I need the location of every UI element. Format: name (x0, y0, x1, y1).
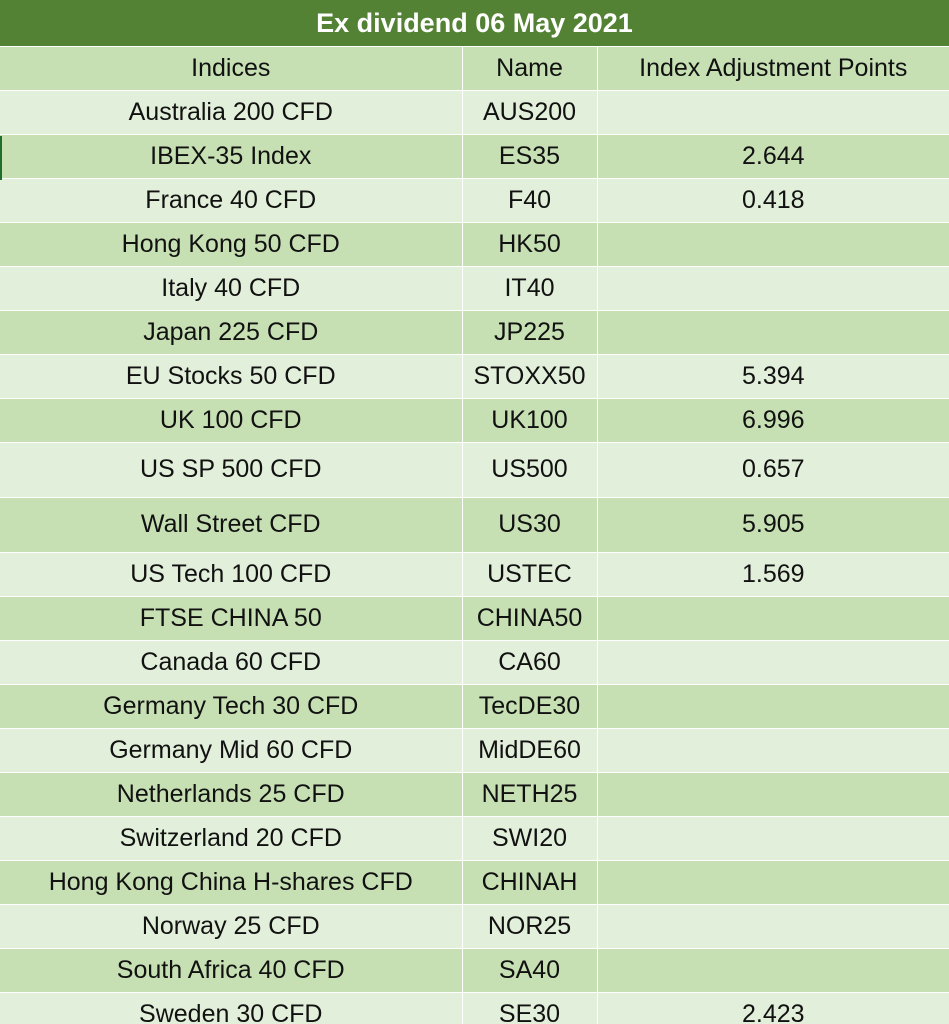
cell-index[interactable]: Wall Street CFD (0, 497, 463, 553)
cell-index[interactable]: Hong Kong China H-shares CFD (0, 860, 463, 905)
cell-index[interactable]: EU Stocks 50 CFD (0, 354, 463, 399)
cell-adjustment-points[interactable]: 5.905 (597, 497, 949, 553)
cell-adjustment-points[interactable] (597, 266, 949, 311)
cell-name[interactable]: SWI20 (462, 816, 598, 861)
column-header-name[interactable]: Name (462, 47, 598, 91)
cell-adjustment-points[interactable] (597, 640, 949, 685)
cell-name[interactable]: NETH25 (462, 772, 598, 817)
table-row: FTSE CHINA 50 CHINA50 (0, 596, 949, 641)
cell-adjustment-points[interactable]: 6.996 (597, 398, 949, 443)
cell-index[interactable]: Italy 40 CFD (0, 266, 463, 311)
cell-index[interactable]: South Africa 40 CFD (0, 948, 463, 993)
cell-index[interactable]: FTSE CHINA 50 (0, 596, 463, 641)
cell-index[interactable]: Sweden 30 CFD (0, 992, 463, 1024)
cell-name[interactable]: AUS200 (462, 90, 598, 135)
cell-index[interactable]: Australia 200 CFD (0, 90, 463, 135)
table-row: EU Stocks 50 CFD STOXX50 5.394 (0, 354, 949, 399)
cell-adjustment-points[interactable]: 0.657 (597, 442, 949, 498)
cell-name[interactable]: SA40 (462, 948, 598, 993)
header-row: Indices Name Index Adjustment Points (0, 47, 949, 91)
cell-name[interactable]: F40 (462, 178, 598, 223)
cell-adjustment-points[interactable] (597, 904, 949, 949)
cell-name[interactable]: US500 (462, 442, 598, 498)
table-row: Italy 40 CFD IT40 (0, 266, 949, 311)
table-row: US Tech 100 CFD USTEC 1.569 (0, 552, 949, 597)
cell-index[interactable]: Germany Mid 60 CFD (0, 728, 463, 773)
cell-index[interactable]: Norway 25 CFD (0, 904, 463, 949)
cell-name[interactable]: SE30 (462, 992, 598, 1024)
table-row: Hong Kong 50 CFD HK50 (0, 222, 949, 267)
cell-name[interactable]: CHINA50 (462, 596, 598, 641)
cell-index[interactable]: Japan 225 CFD (0, 310, 463, 355)
cell-adjustment-points[interactable] (597, 596, 949, 641)
cell-index[interactable]: Hong Kong 50 CFD (0, 222, 463, 267)
cell-index[interactable]: Switzerland 20 CFD (0, 816, 463, 861)
cell-adjustment-points[interactable] (597, 728, 949, 773)
table-row: Wall Street CFD US30 5.905 (0, 497, 949, 553)
cell-name[interactable]: JP225 (462, 310, 598, 355)
cell-index[interactable]: UK 100 CFD (0, 398, 463, 443)
table-row: IBEX-35 Index ES35 2.644 (0, 134, 949, 179)
cell-name[interactable]: CHINAH (462, 860, 598, 905)
table-row: South Africa 40 CFD SA40 (0, 948, 949, 993)
cell-adjustment-points[interactable] (597, 772, 949, 817)
cell-name[interactable]: NOR25 (462, 904, 598, 949)
cell-name[interactable]: USTEC (462, 552, 598, 597)
cell-index[interactable]: US SP 500 CFD (0, 442, 463, 498)
cell-index[interactable]: Germany Tech 30 CFD (0, 684, 463, 729)
cell-name[interactable]: ES35 (462, 134, 598, 179)
cell-name[interactable]: TecDE30 (462, 684, 598, 729)
cell-name[interactable]: IT40 (462, 266, 598, 311)
table-row: US SP 500 CFD US500 0.657 (0, 442, 949, 498)
cell-name[interactable]: US30 (462, 497, 598, 553)
cell-name[interactable]: HK50 (462, 222, 598, 267)
cell-index[interactable]: Netherlands 25 CFD (0, 772, 463, 817)
cell-name[interactable]: UK100 (462, 398, 598, 443)
selection-marker (0, 136, 2, 180)
table-row: France 40 CFD F40 0.418 (0, 178, 949, 223)
cell-adjustment-points[interactable] (597, 860, 949, 905)
cell-adjustment-points[interactable] (597, 310, 949, 355)
cell-adjustment-points[interactable] (597, 948, 949, 993)
cell-index[interactable]: US Tech 100 CFD (0, 552, 463, 597)
cell-adjustment-points[interactable]: 2.423 (597, 992, 949, 1024)
cell-name[interactable]: STOXX50 (462, 354, 598, 399)
column-header-adjustment-points[interactable]: Index Adjustment Points (597, 47, 949, 91)
table-row: Canada 60 CFD CA60 (0, 640, 949, 685)
table-row: Norway 25 CFD NOR25 (0, 904, 949, 949)
table-row: Japan 225 CFD JP225 (0, 310, 949, 355)
cell-adjustment-points[interactable]: 0.418 (597, 178, 949, 223)
table-row: Sweden 30 CFD SE30 2.423 (0, 992, 949, 1024)
cell-index[interactable]: IBEX-35 Index (0, 134, 463, 179)
table-row: Switzerland 20 CFD SWI20 (0, 816, 949, 861)
sheet-title: Ex dividend 06 May 2021 (0, 0, 949, 47)
cell-adjustment-points[interactable] (597, 222, 949, 267)
table-row: Hong Kong China H-shares CFD CHINAH (0, 860, 949, 905)
cell-name[interactable]: CA60 (462, 640, 598, 685)
cell-adjustment-points[interactable] (597, 684, 949, 729)
table-row: Netherlands 25 CFD NETH25 (0, 772, 949, 817)
table-row: Australia 200 CFD AUS200 (0, 90, 949, 135)
cell-adjustment-points[interactable] (597, 90, 949, 135)
cell-adjustment-points[interactable]: 5.394 (597, 354, 949, 399)
cell-adjustment-points[interactable] (597, 816, 949, 861)
table-body: Australia 200 CFD AUS200 IBEX-35 Index ES35… (0, 90, 949, 1024)
cell-index[interactable]: Canada 60 CFD (0, 640, 463, 685)
table-row: UK 100 CFD UK100 6.996 (0, 398, 949, 443)
table-row: Germany Tech 30 CFD TecDE30 (0, 684, 949, 729)
dividend-table: Indices Name Index Adjustment Points Aus… (0, 47, 949, 1024)
cell-index[interactable]: France 40 CFD (0, 178, 463, 223)
cell-adjustment-points[interactable]: 2.644 (597, 134, 949, 179)
cell-adjustment-points[interactable]: 1.569 (597, 552, 949, 597)
column-header-indices[interactable]: Indices (0, 47, 463, 91)
table-row: Germany Mid 60 CFD MidDE60 (0, 728, 949, 773)
cell-name[interactable]: MidDE60 (462, 728, 598, 773)
